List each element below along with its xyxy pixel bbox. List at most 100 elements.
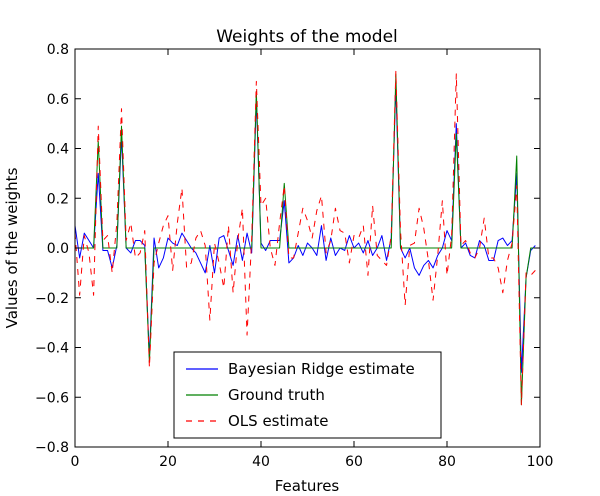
data-point <box>422 227 425 230</box>
data-point <box>180 232 183 235</box>
data-point <box>92 294 95 297</box>
data-point <box>339 229 342 232</box>
data-point <box>492 247 495 250</box>
data-point <box>125 239 128 242</box>
data-point <box>176 247 179 250</box>
data-point <box>162 256 165 259</box>
data-point <box>497 266 500 269</box>
data-point <box>473 256 476 259</box>
legend-frame <box>173 351 442 439</box>
y-tick-label: −0.8 <box>35 440 69 456</box>
data-point <box>320 194 323 197</box>
data-point <box>501 237 504 240</box>
data-point <box>171 247 174 250</box>
data-point <box>129 251 132 254</box>
data-point <box>125 247 128 250</box>
data-point <box>418 207 421 210</box>
data-point <box>404 304 407 307</box>
data-point <box>236 239 239 242</box>
data-point <box>529 274 532 277</box>
data-point <box>390 247 393 250</box>
data-point <box>260 204 263 207</box>
data-point <box>222 247 225 250</box>
data-point <box>301 254 304 257</box>
series-1 <box>75 73 536 406</box>
data-point <box>329 247 332 250</box>
data-point <box>432 247 435 250</box>
data-point <box>441 247 444 250</box>
data-point <box>232 291 235 294</box>
data-point <box>194 251 197 254</box>
data-point <box>273 247 276 250</box>
series-layer <box>74 70 536 406</box>
data-point <box>157 266 160 269</box>
data-point <box>185 247 188 250</box>
data-point <box>162 224 165 227</box>
data-point <box>320 247 323 250</box>
data-point <box>357 237 360 240</box>
data-point <box>464 247 467 250</box>
data-point <box>497 239 500 242</box>
data-point <box>362 247 365 250</box>
series-0 <box>74 85 536 373</box>
data-point <box>413 266 416 269</box>
data-point <box>134 256 137 259</box>
data-point <box>218 261 221 264</box>
data-point <box>446 247 449 250</box>
x-tick-label: 100 <box>527 454 554 470</box>
y-tick-label: 0.6 <box>47 92 69 108</box>
data-point <box>287 256 290 259</box>
data-point <box>311 237 314 240</box>
data-point <box>515 184 518 187</box>
y-axis-title: Values of the weights <box>3 167 21 328</box>
data-point <box>366 239 369 242</box>
data-point <box>325 251 328 254</box>
data-point <box>78 256 81 259</box>
data-point <box>432 266 435 269</box>
data-point <box>315 247 318 250</box>
data-point <box>115 222 118 225</box>
y-tick-label: 0.4 <box>47 142 69 158</box>
data-point <box>353 234 356 237</box>
data-point <box>366 247 369 250</box>
data-point <box>232 247 235 250</box>
data-point <box>227 224 230 227</box>
data-point <box>199 261 202 264</box>
data-point <box>380 259 383 262</box>
data-point <box>329 239 332 242</box>
data-point <box>232 264 235 267</box>
data-point <box>111 271 114 274</box>
data-point <box>273 264 276 267</box>
chart-title: Weights of the model <box>216 27 398 47</box>
data-point <box>134 247 137 250</box>
data-point <box>139 239 142 242</box>
data-point <box>483 247 486 250</box>
data-point <box>194 247 197 250</box>
data-point <box>413 242 416 245</box>
data-point <box>408 244 411 247</box>
data-point <box>129 222 132 225</box>
data-point <box>404 256 407 259</box>
data-point <box>306 247 309 250</box>
data-point <box>301 207 304 210</box>
data-point <box>348 247 351 250</box>
data-point <box>120 107 123 110</box>
data-point <box>269 247 272 250</box>
data-point <box>287 261 290 264</box>
data-point <box>469 251 472 254</box>
data-point <box>422 264 425 267</box>
x-tick-label: 40 <box>252 454 270 470</box>
data-point <box>334 207 337 210</box>
data-point <box>153 247 156 250</box>
data-point <box>87 251 90 254</box>
y-tick-label: −0.6 <box>35 390 69 406</box>
data-point <box>139 247 142 250</box>
data-point <box>111 247 114 250</box>
data-point <box>180 247 183 250</box>
data-point <box>176 222 179 225</box>
data-point <box>306 242 309 245</box>
data-point <box>260 247 263 250</box>
data-point <box>213 271 216 274</box>
